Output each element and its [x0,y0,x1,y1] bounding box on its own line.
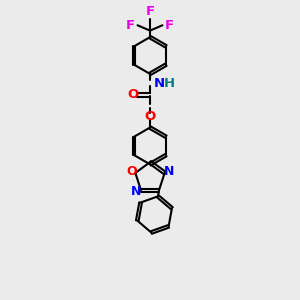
Text: O: O [144,110,156,123]
Text: O: O [126,165,136,178]
Text: F: F [165,19,174,32]
Text: H: H [163,77,175,90]
Text: N: N [164,165,175,178]
Text: F: F [126,19,135,32]
Text: F: F [146,5,154,18]
Text: N: N [131,185,141,198]
Text: O: O [128,88,139,101]
Text: N: N [154,77,165,90]
